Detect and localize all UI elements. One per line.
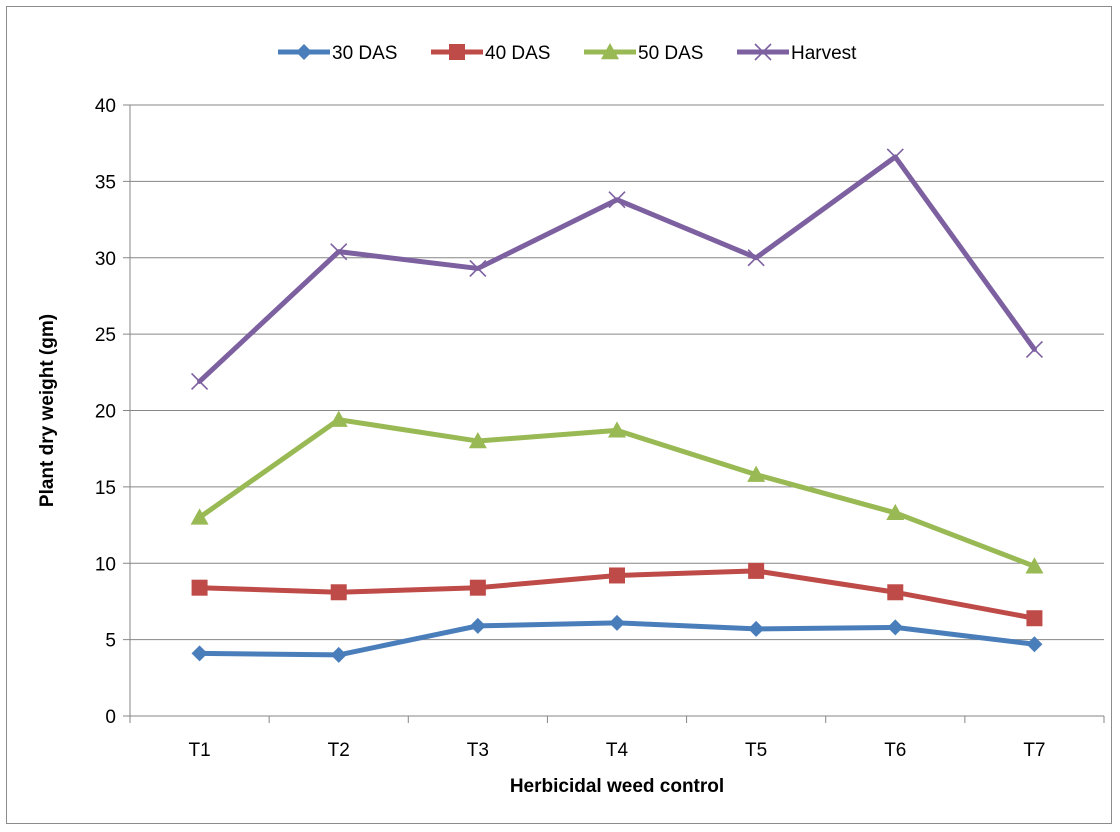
x-tick-labels: T1 T2 T3 T4 T5 T6 T7 [188,740,1045,761]
data-point-50-das [1025,557,1044,574]
legend-marker [449,44,465,60]
y-axis-title: Plant dry weight (gm) [37,314,58,507]
data-point-40-das [748,562,765,579]
data-point-harvest [469,259,487,278]
series-line-50-das [197,417,1037,569]
legend-item: Harvest [737,43,857,64]
data-point-harvest [747,249,765,267]
data-point-50-das [329,410,348,427]
data-point-30-das [330,646,347,663]
y-tick-labels: 0 5 10 15 20 25 30 35 40 [95,96,116,728]
series-40-das [191,562,1043,627]
data-point-30-das [1026,636,1043,653]
data-point-40-das [1026,610,1043,627]
legend-label: 40 DAS [485,43,550,64]
legend: 30 DAS 40 DAS 50 DAS Harvest [278,43,857,64]
data-point-30-das [748,620,765,637]
y-tick-label: 15 [95,478,116,499]
data-point-50-das [747,465,766,482]
x-tick-label: T4 [606,740,629,761]
series-layer [190,148,1044,663]
legend-label: Harvest [791,43,857,64]
y-tick-label: 25 [95,325,116,346]
data-point-30-das [609,614,625,631]
data-point-30-das [469,617,486,634]
legend-item: 30 DAS [278,43,397,64]
legend-label: 30 DAS [332,43,397,64]
y-tick-label: 40 [95,96,116,117]
series-harvest [191,148,1043,391]
data-point-50-das [608,421,626,438]
x-tick-label: T5 [745,740,767,761]
legend-item: 40 DAS [431,43,550,64]
y-tick-label: 0 [105,707,116,728]
data-point-40-das [609,567,625,584]
x-axis-title: Herbicidal weed control [510,776,724,797]
data-point-50-das [468,432,487,449]
data-point-40-das [469,579,486,596]
gridlines [123,104,1104,717]
y-tick-label: 10 [95,554,116,575]
axes [129,105,1105,723]
x-tick-label: T1 [188,740,210,761]
x-tick-label: T7 [1023,740,1045,761]
data-point-harvest [191,372,209,391]
data-point-40-das [887,584,904,601]
data-point-harvest [608,191,626,209]
legend-marker [754,43,772,61]
y-tick-label: 35 [95,172,116,193]
data-point-harvest [330,243,348,261]
data-point-50-das [190,508,209,525]
data-point-50-das [886,503,905,521]
legend-item: 50 DAS [584,43,703,64]
y-tick-label: 5 [105,631,116,652]
data-point-harvest [886,148,904,166]
x-tick-label: T3 [467,740,489,761]
legend-label: 50 DAS [638,43,703,64]
legend-marker [296,44,312,60]
y-tick-label: 30 [95,249,116,270]
data-point-40-das [191,579,208,596]
chart-frame [6,6,1112,824]
y-tick-label: 20 [95,402,116,423]
data-point-30-das [191,645,208,662]
series-line-harvest [197,154,1037,384]
series-30-das [191,614,1043,663]
x-tick-label: T2 [328,740,350,761]
data-point-harvest [1025,340,1043,358]
data-point-30-das [887,619,904,636]
legend-marker [601,43,619,60]
data-point-40-das [330,584,347,601]
series-50-das [190,410,1044,574]
x-tick-label: T6 [884,740,906,761]
